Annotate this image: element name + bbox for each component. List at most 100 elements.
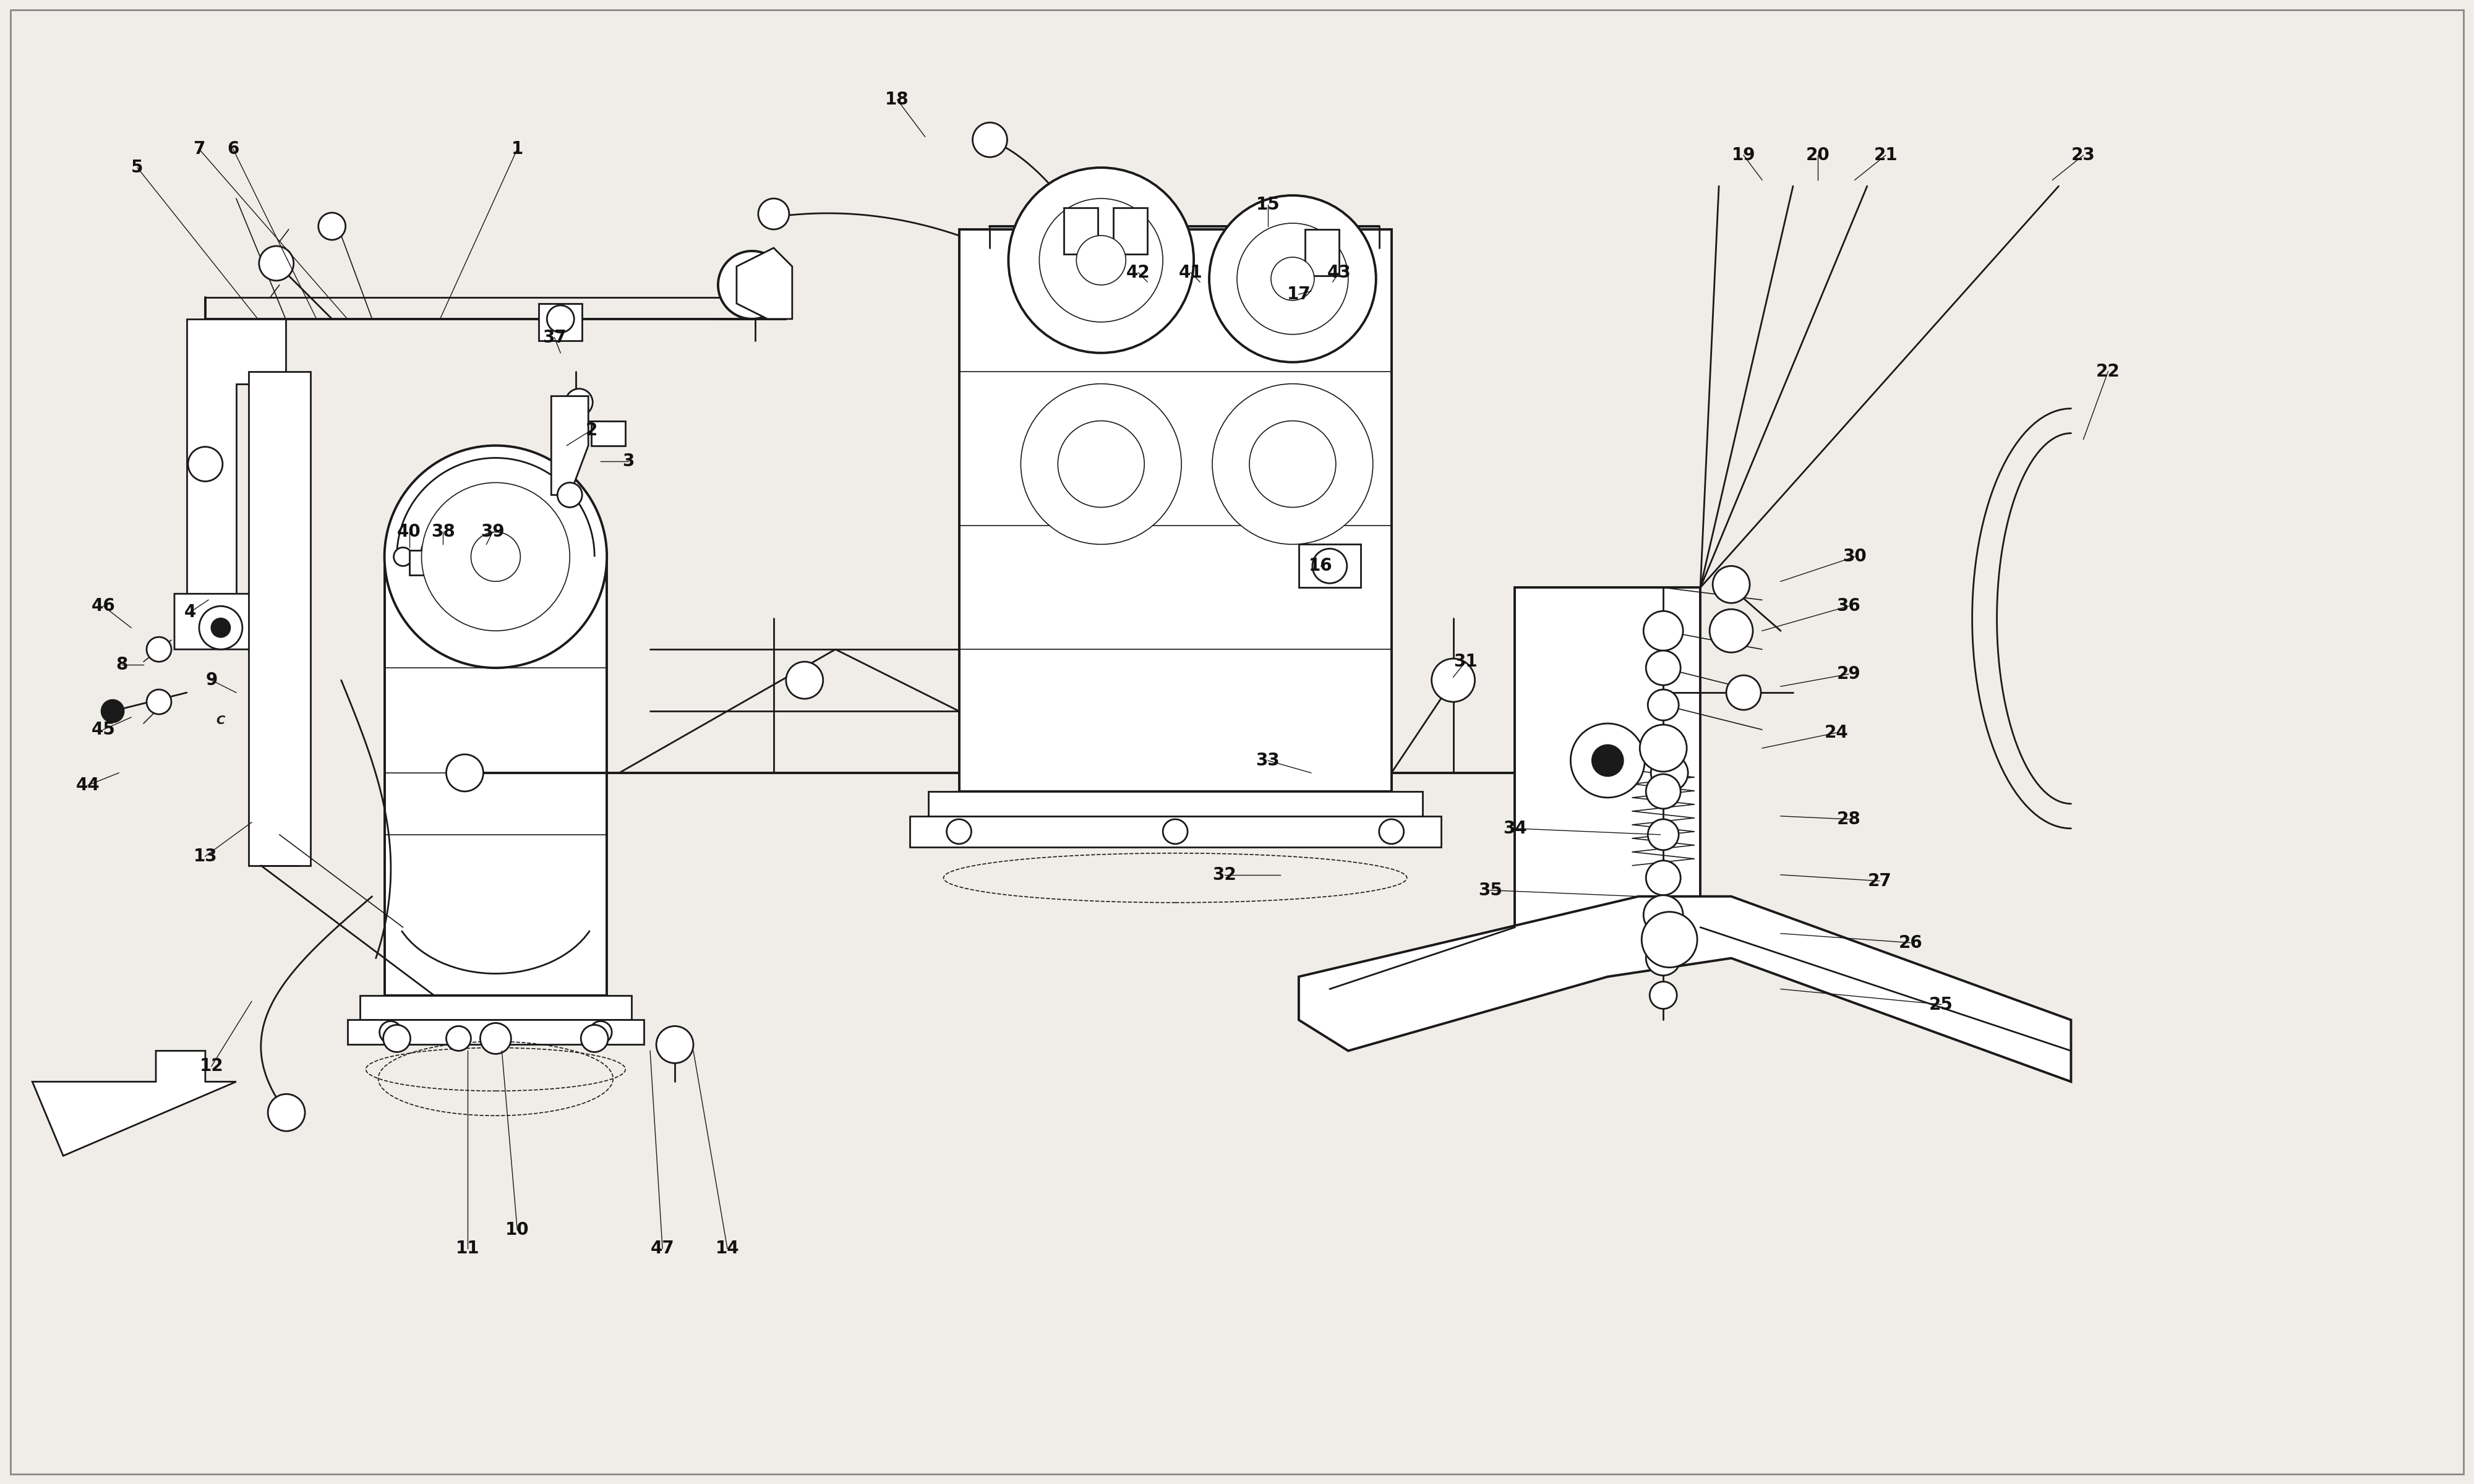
- Circle shape: [383, 445, 606, 668]
- Circle shape: [567, 389, 594, 416]
- Bar: [539, 304, 581, 340]
- Circle shape: [1210, 196, 1376, 362]
- Circle shape: [1643, 911, 1697, 968]
- Circle shape: [1645, 775, 1680, 809]
- Circle shape: [1648, 819, 1680, 850]
- Polygon shape: [173, 594, 297, 650]
- Circle shape: [383, 1025, 411, 1052]
- Circle shape: [1039, 199, 1163, 322]
- Text: 15: 15: [1257, 196, 1279, 214]
- Polygon shape: [247, 371, 309, 865]
- Circle shape: [1650, 754, 1687, 791]
- Text: 37: 37: [542, 329, 567, 346]
- Text: 17: 17: [1286, 285, 1311, 303]
- Circle shape: [1432, 659, 1475, 702]
- Circle shape: [1593, 745, 1623, 776]
- Circle shape: [465, 539, 487, 561]
- Circle shape: [589, 1021, 611, 1043]
- Circle shape: [1643, 611, 1682, 650]
- Text: 18: 18: [886, 91, 908, 108]
- Circle shape: [581, 1025, 609, 1052]
- Polygon shape: [928, 791, 1423, 816]
- Circle shape: [1311, 549, 1346, 583]
- Circle shape: [1640, 724, 1687, 772]
- Circle shape: [1237, 223, 1348, 334]
- Circle shape: [787, 662, 824, 699]
- Text: 11: 11: [455, 1239, 480, 1257]
- Text: 44: 44: [77, 776, 99, 794]
- Bar: [408, 551, 453, 576]
- Polygon shape: [186, 319, 285, 605]
- Polygon shape: [910, 816, 1440, 847]
- Polygon shape: [1299, 896, 2071, 1082]
- Circle shape: [1645, 650, 1680, 686]
- Circle shape: [379, 1021, 401, 1043]
- Circle shape: [717, 251, 787, 319]
- Text: 23: 23: [2071, 147, 2095, 163]
- Text: 21: 21: [1873, 147, 1898, 163]
- Circle shape: [1212, 384, 1373, 545]
- Text: 35: 35: [1479, 881, 1502, 899]
- Circle shape: [1076, 236, 1126, 285]
- Circle shape: [1645, 861, 1680, 895]
- Text: 38: 38: [430, 524, 455, 540]
- Circle shape: [198, 605, 242, 650]
- Text: 29: 29: [1836, 665, 1860, 683]
- Text: 5: 5: [131, 159, 143, 177]
- Text: 47: 47: [651, 1239, 675, 1257]
- Circle shape: [260, 246, 294, 280]
- Text: 13: 13: [193, 847, 218, 865]
- Circle shape: [445, 754, 482, 791]
- Text: 36: 36: [1836, 598, 1860, 614]
- Circle shape: [188, 447, 223, 481]
- Text: 14: 14: [715, 1239, 740, 1257]
- Circle shape: [421, 482, 569, 631]
- Polygon shape: [346, 1020, 643, 1045]
- Text: 12: 12: [200, 1058, 223, 1074]
- Polygon shape: [960, 230, 1390, 791]
- Circle shape: [1249, 421, 1336, 508]
- Circle shape: [972, 123, 1007, 157]
- Circle shape: [1648, 690, 1680, 720]
- Circle shape: [1272, 257, 1314, 300]
- Text: 8: 8: [116, 656, 129, 674]
- Polygon shape: [359, 996, 631, 1020]
- Polygon shape: [383, 556, 606, 996]
- Circle shape: [393, 548, 413, 565]
- Circle shape: [101, 700, 124, 723]
- Circle shape: [146, 637, 171, 662]
- Text: 31: 31: [1455, 653, 1477, 671]
- Text: 7: 7: [193, 141, 205, 157]
- Polygon shape: [591, 421, 626, 445]
- Text: 3: 3: [623, 453, 633, 469]
- Text: 34: 34: [1504, 819, 1526, 837]
- Text: 20: 20: [1806, 147, 1831, 163]
- Text: 10: 10: [505, 1221, 529, 1239]
- Circle shape: [1710, 610, 1754, 653]
- Bar: [1064, 208, 1098, 254]
- Text: 24: 24: [1823, 724, 1848, 742]
- Circle shape: [1645, 941, 1680, 975]
- Text: 26: 26: [1898, 933, 1922, 951]
- Text: 28: 28: [1836, 810, 1860, 828]
- Circle shape: [557, 482, 581, 508]
- Text: 32: 32: [1212, 867, 1237, 883]
- Circle shape: [470, 531, 520, 582]
- Circle shape: [1643, 895, 1682, 935]
- Text: 39: 39: [480, 524, 505, 540]
- Circle shape: [480, 1022, 512, 1054]
- Circle shape: [1650, 981, 1677, 1009]
- Text: 43: 43: [1326, 264, 1351, 282]
- Circle shape: [1712, 565, 1749, 603]
- Circle shape: [1378, 819, 1403, 844]
- Circle shape: [1571, 724, 1645, 797]
- Text: 41: 41: [1178, 264, 1202, 282]
- Text: 42: 42: [1126, 264, 1150, 282]
- Circle shape: [1022, 384, 1183, 545]
- Circle shape: [319, 212, 346, 240]
- Bar: [1304, 230, 1338, 276]
- Circle shape: [421, 539, 445, 562]
- Polygon shape: [552, 396, 589, 496]
- Text: 40: 40: [398, 524, 421, 540]
- Circle shape: [1059, 421, 1145, 508]
